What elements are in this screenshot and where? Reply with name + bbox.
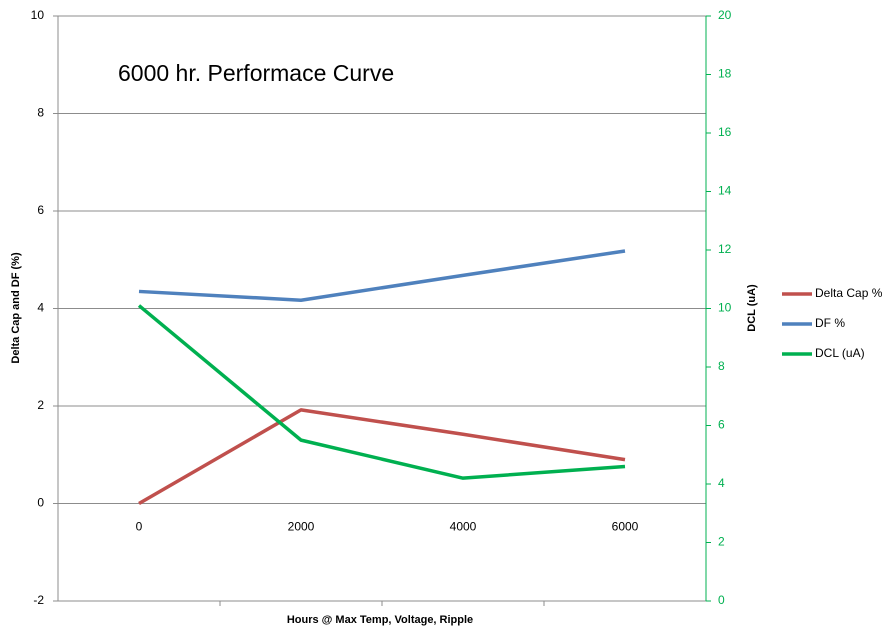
- y2-tick-label: 12: [718, 242, 732, 256]
- chart-title: 6000 hr. Performace Curve: [118, 60, 394, 86]
- x-tick-label: 0: [136, 520, 143, 534]
- legend-label: Delta Cap %: [815, 286, 883, 300]
- y2-tick-label: 4: [718, 476, 725, 490]
- y-tick-label: 4: [37, 301, 44, 315]
- y-tick-label: 0: [37, 496, 44, 510]
- y2-tick-label: 8: [718, 359, 725, 373]
- y-tick-label: -2: [33, 593, 44, 607]
- x-tick-label: 2000: [288, 520, 315, 534]
- y2-tick-label: 2: [718, 535, 725, 549]
- y2-tick-label: 16: [718, 125, 732, 139]
- y2-tick-label: 14: [718, 184, 732, 198]
- y2-tick-label: 6: [718, 418, 725, 432]
- x-axis-label: Hours @ Max Temp, Voltage, Ripple: [287, 614, 473, 626]
- y-tick-label: 2: [37, 398, 44, 412]
- y-tick-label: 6: [37, 203, 44, 217]
- y2-tick-label: 20: [718, 8, 732, 22]
- series-line: [137, 304, 626, 480]
- y2-tick-label: 0: [718, 593, 725, 607]
- y-tick-label: 8: [37, 106, 44, 120]
- y-axis-label: Delta Cap and DF (%): [10, 252, 22, 364]
- x-tick-label: 4000: [450, 520, 477, 534]
- legend-label: DF %: [815, 316, 845, 330]
- legend-label: DCL (uA): [815, 346, 865, 360]
- y-tick-label: 10: [31, 8, 45, 22]
- y2-axis-label: DCL (uA): [746, 284, 758, 332]
- y2-tick-label: 10: [718, 301, 732, 315]
- series-line: [138, 249, 626, 302]
- x-tick-label: 6000: [612, 520, 639, 534]
- series-line: [138, 408, 626, 506]
- y2-tick-label: 18: [718, 67, 732, 81]
